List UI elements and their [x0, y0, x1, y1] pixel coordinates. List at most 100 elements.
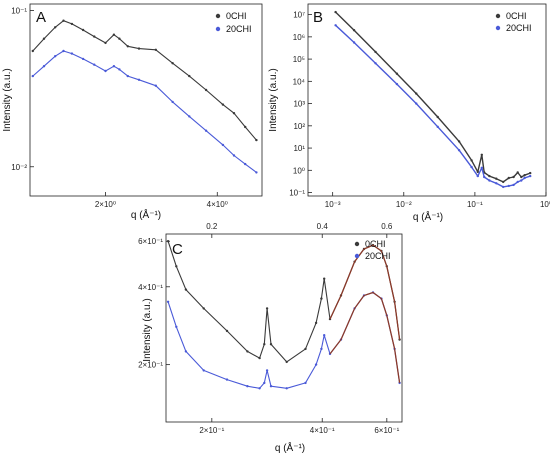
panel-c-xlabel: q (Å⁻¹): [275, 441, 305, 454]
data-point-0chi: [221, 103, 225, 106]
data-point-0chi: [415, 92, 418, 95]
panel-a-legend-0chi: 0CHI: [226, 11, 247, 21]
x-tick-label: 10⁰: [540, 200, 550, 209]
fit-curve-0chi: [329, 244, 401, 340]
y-tick-label: 10⁰: [293, 166, 305, 175]
x-tick-label: 10⁻¹: [467, 200, 483, 209]
data-point-0chi: [31, 49, 34, 53]
panel-b-plot: [334, 10, 532, 189]
panel-c-ylabel: Intensity (a.u.): [142, 298, 153, 361]
fit-curve-20chi: [329, 291, 401, 383]
data-point-0chi: [436, 115, 439, 119]
data-point-20chi: [221, 143, 225, 147]
panel-b-frame: [307, 3, 547, 197]
data-point-0chi: [516, 171, 519, 174]
data-point-0chi: [507, 176, 510, 180]
data-point-0chi: [255, 138, 258, 142]
data-point-20chi: [334, 24, 337, 27]
data-point-20chi: [246, 385, 249, 388]
data-point-0chi: [184, 288, 188, 291]
y-tick-label: 10⁻¹: [289, 189, 305, 198]
data-point-0chi: [104, 41, 107, 45]
y-tick-label: 2×10⁻¹: [138, 361, 163, 370]
panel-b-ticks: 10⁻³ 10⁻² 10⁻¹ 10⁰ 10⁻¹ 10⁰ 10¹ 10² 10³ 10⁴ 10⁵ 10⁶…: [289, 11, 550, 209]
panel-a-ylabel: Intensity (a.u.): [2, 68, 13, 131]
panel-b-legend-20chi: 20CHI: [506, 23, 532, 33]
data-point-20chi: [488, 179, 491, 182]
data-point-0chi: [225, 329, 229, 333]
panel-b-legend-0chi: 0CHI: [506, 11, 527, 21]
x-tick-label: 2×10⁻¹: [199, 426, 224, 435]
panel-b-ylabel: Intensity (a.u.): [268, 68, 279, 131]
data-point-20chi: [436, 125, 439, 128]
data-point-0chi: [512, 175, 515, 179]
data-point-20chi: [263, 381, 266, 385]
data-point-20chi: [255, 171, 258, 174]
data-point-20chi: [31, 74, 34, 78]
data-point-0chi: [495, 177, 498, 180]
data-point-20chi: [516, 180, 519, 184]
data-point-20chi: [118, 68, 121, 71]
data-point-20chi: [225, 378, 229, 381]
data-point-0chi: [470, 159, 473, 162]
data-point-20chi: [137, 78, 141, 82]
data-point-20chi: [507, 184, 510, 188]
data-point-20chi: [495, 182, 498, 185]
data-point-0chi: [166, 240, 170, 243]
data-point-0chi: [334, 10, 337, 14]
data-point-20chi: [62, 49, 65, 53]
data-point-0chi: [304, 347, 307, 351]
data-point-0chi: [323, 277, 326, 280]
data-point-0chi: [232, 112, 236, 115]
data-point-0chi: [171, 62, 174, 65]
data-point-0chi: [502, 180, 505, 184]
data-point-20chi: [154, 84, 157, 87]
data-point-20chi: [476, 174, 479, 178]
panel-a-letter: A: [36, 9, 46, 26]
data-point-20chi: [285, 387, 288, 390]
data-point-20chi: [188, 115, 191, 118]
data-point-20chi: [126, 74, 129, 78]
series-line-20chi: [32, 50, 257, 173]
top-x-tick-label: 0.6: [381, 222, 393, 231]
data-point-20chi: [232, 154, 236, 157]
data-point-0chi: [263, 343, 266, 346]
data-point-0chi: [352, 29, 356, 32]
legend-marker-0chi: [354, 241, 360, 247]
panel-b: B q (Å⁻¹) Intensity (a.u.) 10⁻³ 10⁻² 10⁻¹ 1…: [268, 3, 550, 223]
y-tick-label: 10⁻¹: [11, 6, 27, 15]
data-point-0chi: [188, 74, 191, 78]
data-point-20chi: [374, 62, 377, 65]
data-point-20chi: [529, 174, 532, 178]
data-point-20chi: [502, 185, 505, 189]
data-point-20chi: [269, 385, 273, 388]
data-point-0chi: [374, 50, 377, 54]
data-point-20chi: [54, 55, 57, 58]
data-point-20chi: [171, 100, 174, 104]
data-point-0chi: [81, 28, 85, 32]
panel-a-legend: 0CHI 20CHI: [215, 11, 252, 34]
series-line-0chi: [335, 11, 531, 183]
panel-c: C q (Å⁻¹) Intensity (a.u.) 2×10⁻¹ 4×10⁻¹ 6…: [138, 222, 403, 454]
data-point-20chi: [42, 65, 46, 68]
data-point-20chi: [184, 350, 188, 353]
data-point-0chi: [112, 33, 116, 36]
data-point-20chi: [204, 129, 208, 132]
panel-c-legend: 0CHI 20CHI: [354, 239, 391, 261]
data-point-20chi: [323, 334, 326, 337]
panel-c-frame: [165, 233, 403, 423]
panel-c-legend-20chi: 20CHI: [365, 251, 391, 261]
x-tick-label: 10⁻²: [396, 200, 412, 209]
data-point-0chi: [285, 360, 288, 364]
data-point-0chi: [320, 297, 323, 300]
panel-a-frame: [29, 3, 263, 197]
legend-marker-20chi: [354, 253, 360, 259]
x-tick-label: 6×10⁻¹: [374, 426, 399, 435]
y-tick-label: 10⁵: [293, 55, 305, 64]
y-tick-label: 6×10⁻¹: [138, 237, 163, 246]
series-line-20chi: [335, 24, 531, 188]
panel-a-legend-20chi: 20CHI: [226, 24, 252, 34]
data-point-0chi: [42, 37, 46, 40]
data-point-0chi: [314, 321, 318, 325]
